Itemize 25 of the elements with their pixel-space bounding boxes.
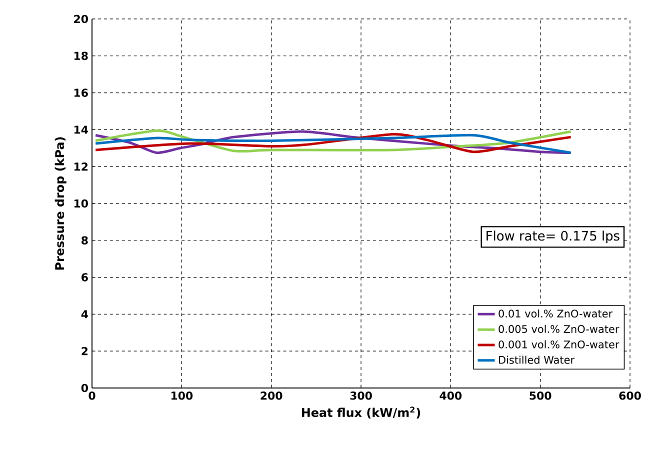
y-tick-label: 4 xyxy=(81,310,88,318)
legend-label: 0.01 vol.% ZnO-water xyxy=(498,309,613,318)
y-tick-label: 12 xyxy=(74,162,88,171)
x-tick-label: 500 xyxy=(530,392,552,400)
y-tick-label: 6 xyxy=(82,273,88,282)
y-tick-label: 20 xyxy=(74,14,88,24)
x-tick-label: 600 xyxy=(619,392,641,400)
y-tick-label: 10 xyxy=(74,199,88,208)
x-tick-label: 300 xyxy=(350,392,372,400)
y-axis-title: Pressure drop (kPa) xyxy=(54,137,66,270)
legend-label: Distilled Water xyxy=(499,356,575,364)
x-tick-label: 100 xyxy=(171,392,193,400)
annotation: Flow rate= 0.175 lps xyxy=(486,230,620,244)
y-tick-label: 0 xyxy=(81,384,88,392)
legend-label: 0.005 vol.% ZnO-water xyxy=(498,324,620,333)
y-tick-label: 16 xyxy=(74,88,88,97)
y-tick-label: 14 xyxy=(74,126,88,134)
y-tick-label: 18 xyxy=(74,52,88,60)
x-axis-title: Heat flux (kW/m$^{2}$) xyxy=(302,406,420,418)
y-tick-label: 2 xyxy=(82,347,88,356)
x-tick-label: 200 xyxy=(260,392,282,400)
x-tick-label: 0 xyxy=(88,392,96,400)
y-tick-label: 8 xyxy=(82,236,88,245)
x-tick-label: 400 xyxy=(440,392,462,400)
legend-label: 0.001 vol.% ZnO-water xyxy=(498,340,620,348)
